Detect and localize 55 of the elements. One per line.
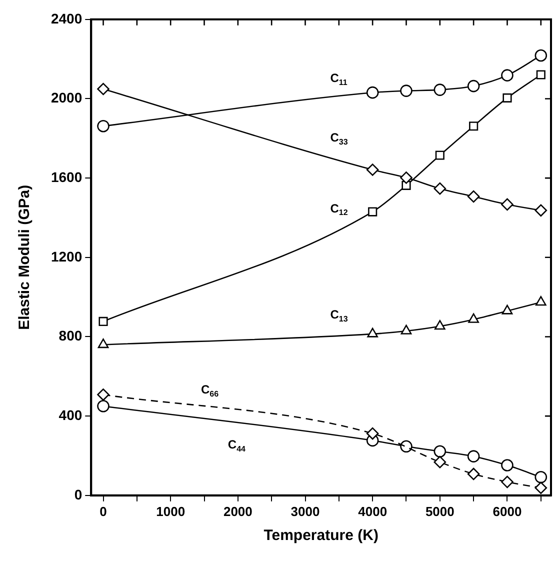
- y-tick-label: 1600: [50, 168, 82, 185]
- point: [536, 70, 546, 80]
- point: [534, 204, 548, 217]
- y-tick-label: 2000: [50, 90, 82, 106]
- point: [400, 172, 412, 184]
- point: [501, 198, 514, 211]
- y-tick-label: 800: [58, 328, 82, 344]
- y-tick-label: 1200: [50, 248, 82, 264]
- x-tick-label: 4000: [358, 504, 388, 519]
- point: [366, 86, 379, 99]
- point: [435, 150, 444, 160]
- x-tick-label: 6000: [492, 504, 522, 519]
- point: [97, 400, 110, 412]
- point: [501, 476, 514, 488]
- point: [467, 450, 480, 462]
- point: [366, 164, 379, 176]
- y-tick-label: 400: [58, 406, 82, 423]
- point: [400, 324, 412, 334]
- y-tick-label: 0: [74, 486, 82, 502]
- point: [534, 471, 548, 484]
- point: [97, 388, 110, 401]
- point: [467, 80, 480, 92]
- y-tick-label: 2400: [50, 10, 82, 26]
- point: [534, 482, 548, 494]
- point: [367, 328, 378, 338]
- point: [434, 182, 446, 195]
- point: [534, 49, 548, 62]
- point: [501, 69, 514, 82]
- x-tick-label: 5000: [425, 504, 454, 519]
- point: [97, 120, 110, 132]
- point: [467, 468, 480, 480]
- x-tick-label: 1000: [156, 504, 186, 519]
- point: [535, 296, 546, 306]
- point: [434, 320, 446, 330]
- point: [501, 459, 514, 472]
- point: [434, 445, 446, 458]
- y-axis-title: Elastic Moduli (GPa): [16, 184, 34, 330]
- x-axis-title: Temperature (K): [264, 527, 378, 544]
- point: [469, 122, 478, 131]
- point: [467, 190, 480, 203]
- x-tick-label: 2000: [223, 504, 252, 519]
- point: [400, 440, 412, 453]
- point: [97, 82, 110, 96]
- point: [502, 304, 513, 314]
- point: [366, 427, 379, 440]
- x-tick-label: 3000: [290, 504, 320, 519]
- point: [502, 93, 512, 102]
- point: [400, 84, 412, 97]
- point: [98, 338, 109, 348]
- point: [434, 456, 446, 468]
- point: [98, 316, 108, 326]
- point: [434, 84, 446, 96]
- x-tick-label: 0: [100, 504, 107, 519]
- point: [368, 207, 378, 216]
- point: [468, 313, 479, 323]
